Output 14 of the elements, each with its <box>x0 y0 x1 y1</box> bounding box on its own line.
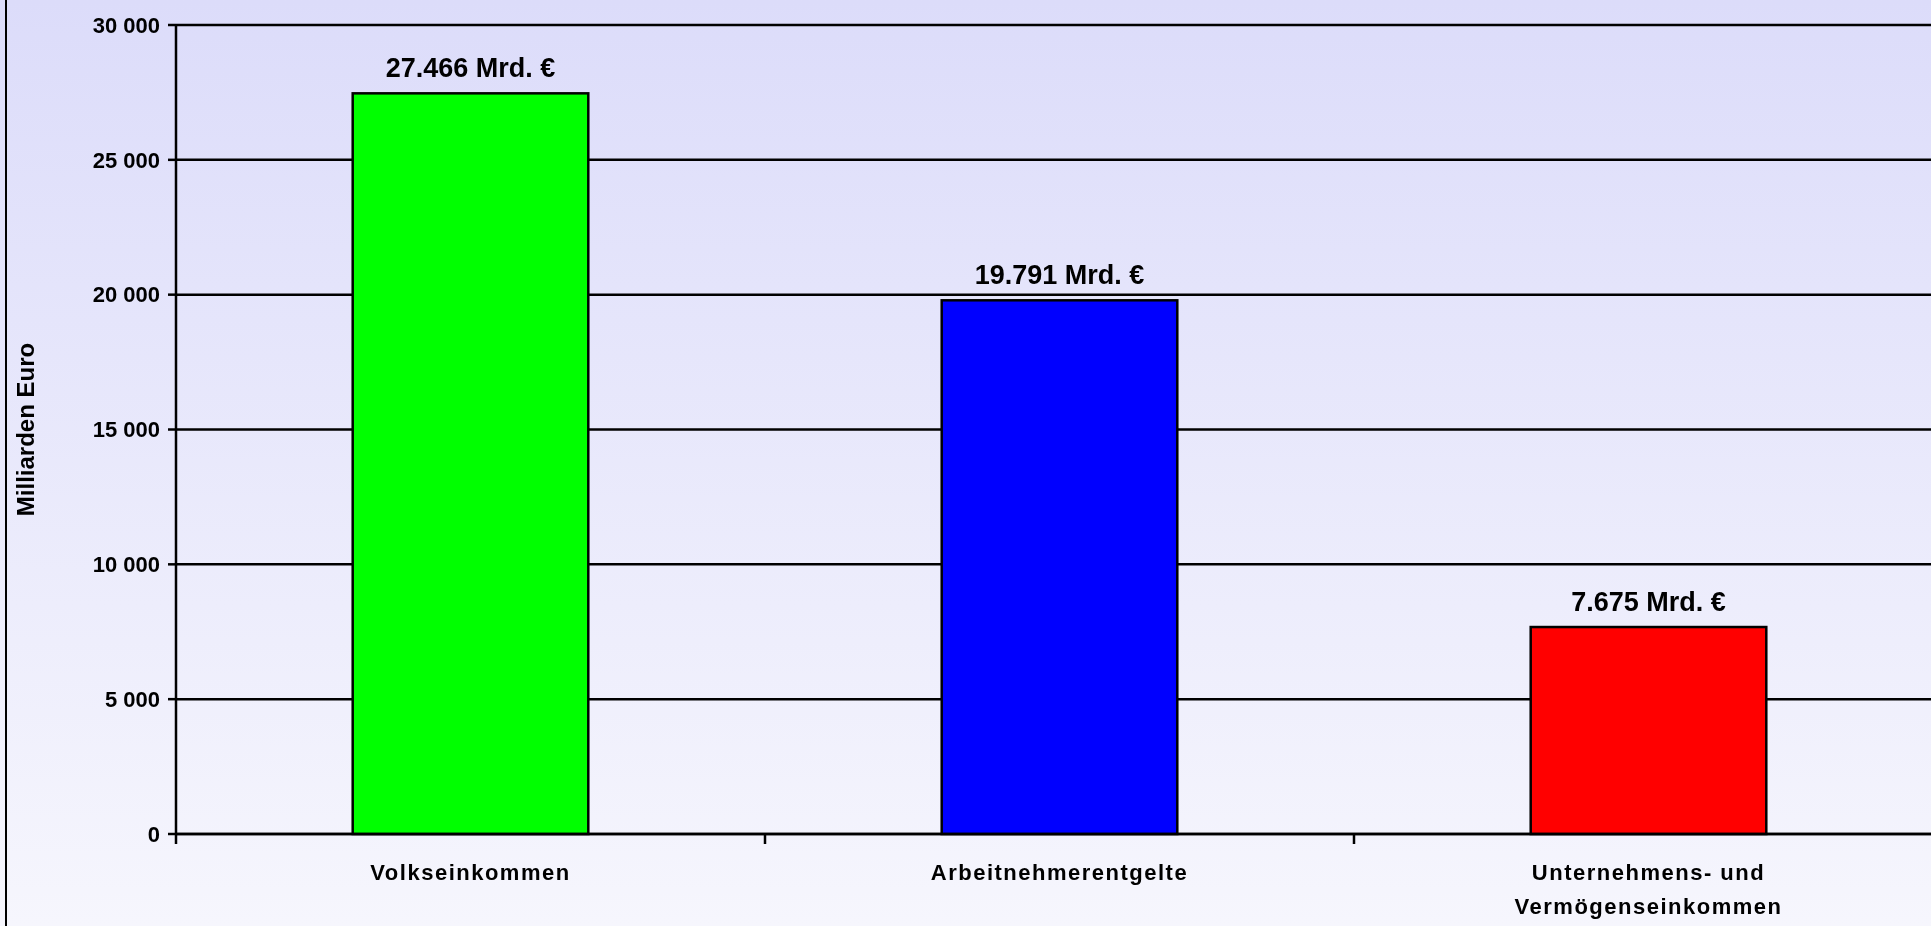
y-tick-label: 30 000 <box>92 12 160 38</box>
y-tick-label: 15 000 <box>92 417 160 443</box>
x-tick-label: Arbeitnehmerentgelte <box>930 860 1189 885</box>
y-tick-label: 20 000 <box>92 282 160 308</box>
data-label: 19.791 Mrd. € <box>974 260 1145 291</box>
y-axis-title: Milliarden Euro <box>12 342 39 517</box>
x-tick-label: Volkseinkommen <box>370 860 571 885</box>
y-tick-label: 25 000 <box>92 147 160 173</box>
y-tick-label: 0 <box>147 821 160 847</box>
x-tick-label: Unternehmens- und Vermögenseinkommen <box>1514 860 1783 919</box>
data-label: 27.466 Mrd. € <box>385 53 556 84</box>
y-tick-label: 10 000 <box>92 552 160 578</box>
data-label: 7.675 Mrd. € <box>1571 587 1726 618</box>
y-tick-label: 5 000 <box>104 686 160 712</box>
